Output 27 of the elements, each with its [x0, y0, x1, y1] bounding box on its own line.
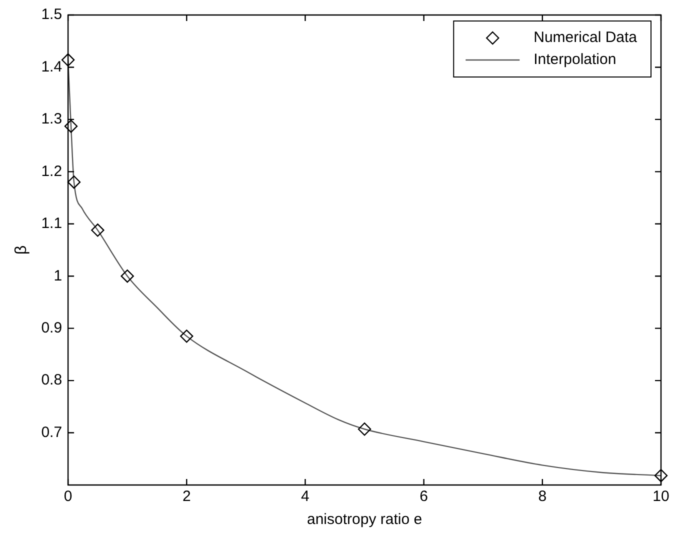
x-tick-label: 6 — [420, 488, 428, 506]
x-tick-label: 10 — [652, 488, 670, 506]
y-tick-label: 0.8 — [41, 372, 62, 389]
point — [64, 120, 78, 133]
point — [67, 176, 81, 189]
point — [120, 270, 134, 283]
y-tick-label: 0.7 — [41, 424, 62, 441]
y-tick-label: 1 — [54, 267, 62, 284]
legend-label: Interpolation — [534, 51, 616, 68]
x-tick-label: 4 — [301, 488, 310, 506]
y-tick-label: 1.2 — [41, 162, 62, 180]
y-tick-label: 1.4 — [41, 58, 62, 76]
x-axis-title: anisotropy ratio e — [306, 511, 422, 528]
x-tick-label: 2 — [182, 488, 191, 506]
point — [180, 330, 194, 343]
y-tick-label: 1.3 — [41, 110, 62, 128]
point — [61, 53, 75, 67]
y-tick-label: 0.9 — [41, 319, 62, 336]
y-tick-label: 1.1 — [41, 215, 62, 232]
point — [91, 224, 104, 237]
x-tick-label: 0 — [64, 488, 72, 506]
x-tick-label: 8 — [538, 488, 547, 506]
legend-label: Numerical Data — [534, 29, 638, 46]
point — [654, 469, 668, 482]
y-tick-label: 1.5 — [41, 6, 62, 24]
y-axis-title: β — [13, 245, 30, 255]
point — [358, 422, 372, 436]
